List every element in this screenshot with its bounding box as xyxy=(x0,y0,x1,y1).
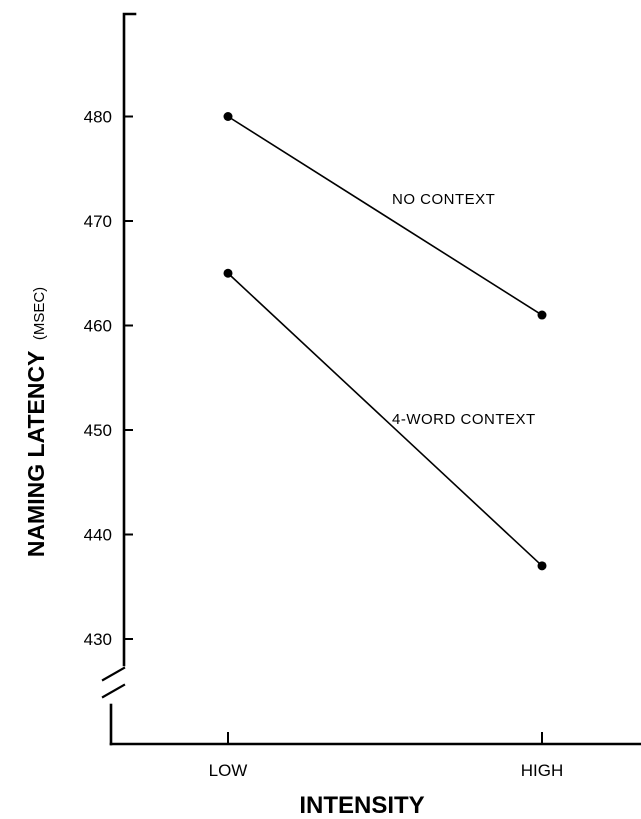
y-tick-label: 460 xyxy=(84,317,112,336)
y-tick-label: 430 xyxy=(84,630,112,649)
data-point xyxy=(537,561,547,571)
series-line xyxy=(227,115,543,316)
y-tick-label: 470 xyxy=(84,212,112,231)
x-ticks: LOW HIGH xyxy=(209,732,564,780)
axes xyxy=(101,12,641,746)
x-axis-title: INTENSITY xyxy=(299,792,424,819)
series-labels: NO CONTEXT 4-WORD CONTEXT xyxy=(392,191,536,428)
series-label: NO CONTEXT xyxy=(392,191,495,208)
y-tick-label: 480 xyxy=(84,108,112,127)
data-point xyxy=(223,268,233,278)
axis-break-mark xyxy=(101,666,126,682)
series-line xyxy=(227,272,543,567)
data-point xyxy=(537,310,547,320)
y-axis-title-main: NAMING LATENCY xyxy=(23,351,49,558)
y-tick-label: 440 xyxy=(84,526,112,545)
y-tick-label: 450 xyxy=(84,421,112,440)
x-tick-label: LOW xyxy=(209,761,248,780)
y-axis-line-upper xyxy=(122,12,137,667)
series-lines xyxy=(223,112,547,571)
y-ticks: 430 440 450 460 470 480 xyxy=(84,108,133,649)
data-point xyxy=(223,112,233,121)
axis-break-mark xyxy=(101,683,126,699)
x-tick-label: HIGH xyxy=(521,761,564,780)
series-label: 4-WORD CONTEXT xyxy=(392,411,536,428)
y-axis-title-unit: (MSEC) xyxy=(31,287,48,340)
y-axis-title: NAMING LATENCY (MSEC) xyxy=(23,287,49,557)
